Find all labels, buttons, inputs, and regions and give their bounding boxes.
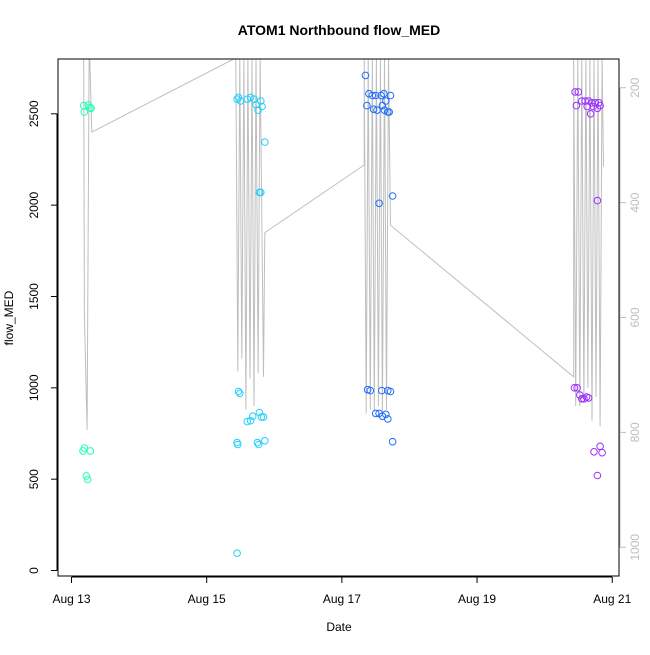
data-point <box>596 101 604 110</box>
line-layer <box>83 58 604 430</box>
data-point <box>366 386 375 395</box>
x-tick-label: Aug 21 <box>593 592 631 606</box>
y2-tick-label: 1000 <box>628 534 642 561</box>
data-point <box>388 192 397 200</box>
data-point <box>257 97 265 105</box>
data-point <box>593 471 602 480</box>
data-point <box>236 389 244 398</box>
data-point <box>586 110 595 118</box>
y2-tick-label: 200 <box>628 77 642 97</box>
data-point <box>368 91 377 100</box>
point-layer <box>79 71 606 558</box>
data-point <box>380 89 388 98</box>
y-tick-label: 2000 <box>27 191 41 218</box>
y-tick-label: 500 <box>27 469 41 489</box>
y-axis-label: flow_MED <box>2 290 16 345</box>
data-point <box>258 102 266 111</box>
data-point <box>572 101 581 110</box>
axis-layer: Aug 13 Aug 15 Aug 17 Aug 19 Aug 21 0 500 1000 15… <box>27 77 642 606</box>
data-point <box>386 91 395 100</box>
data-point <box>80 444 89 452</box>
data-point <box>386 387 395 396</box>
data-point <box>375 199 383 208</box>
x-tick-label: Aug 15 <box>188 592 226 606</box>
data-point <box>248 412 257 421</box>
data-point <box>257 413 266 421</box>
data-point <box>371 409 380 418</box>
data-point <box>82 472 91 480</box>
data-point <box>596 442 604 451</box>
data-point <box>236 97 245 105</box>
y-tick-label: 1000 <box>27 374 41 401</box>
data-point <box>86 103 94 112</box>
data-point <box>590 448 598 456</box>
y-tick-label: 0 <box>27 567 41 574</box>
flow-line-0 <box>83 58 604 430</box>
x-tick-label: Aug 19 <box>458 592 496 606</box>
data-point <box>234 440 242 449</box>
data-point <box>80 108 89 116</box>
data-point <box>255 408 264 417</box>
y-tick-label: 1500 <box>27 283 41 310</box>
data-point <box>261 138 269 146</box>
data-point <box>261 437 269 445</box>
data-point <box>384 415 392 423</box>
data-point <box>257 188 265 197</box>
data-point <box>385 108 394 116</box>
data-point <box>233 549 241 558</box>
data-point <box>371 91 380 100</box>
plot-frame <box>57 58 620 577</box>
x-tick-label: Aug 13 <box>52 592 90 606</box>
data-point <box>254 440 263 449</box>
data-point <box>378 386 386 395</box>
data-point <box>570 384 579 392</box>
data-point <box>388 437 397 446</box>
y2-tick-label: 400 <box>628 192 642 212</box>
chart-title: ATOM1 Northbound flow_MED <box>238 22 440 38</box>
data-point <box>234 387 243 396</box>
data-point <box>593 104 602 113</box>
data-point <box>87 104 95 113</box>
data-point <box>584 394 593 402</box>
data-point <box>83 475 92 484</box>
y-tick-label: 2500 <box>27 100 41 127</box>
data-point <box>243 417 252 426</box>
data-point <box>573 384 581 392</box>
data-point <box>373 106 381 114</box>
y2-tick-label: 800 <box>628 422 642 442</box>
data-point <box>234 93 243 102</box>
data-point <box>583 102 592 111</box>
data-point <box>574 88 583 96</box>
data-point <box>363 101 371 110</box>
data-point <box>571 88 579 96</box>
data-point <box>598 448 606 457</box>
data-point <box>361 71 370 80</box>
data-point <box>382 410 390 419</box>
data-point <box>259 413 268 421</box>
data-point <box>246 416 255 425</box>
x-tick-label: Aug 17 <box>323 592 361 606</box>
data-point <box>593 196 602 205</box>
data-point <box>369 105 378 113</box>
data-point <box>253 438 262 447</box>
x-axis-label: Date <box>326 620 352 634</box>
y2-tick-label: 600 <box>628 307 642 327</box>
data-point <box>86 447 95 455</box>
data-point <box>382 97 390 105</box>
